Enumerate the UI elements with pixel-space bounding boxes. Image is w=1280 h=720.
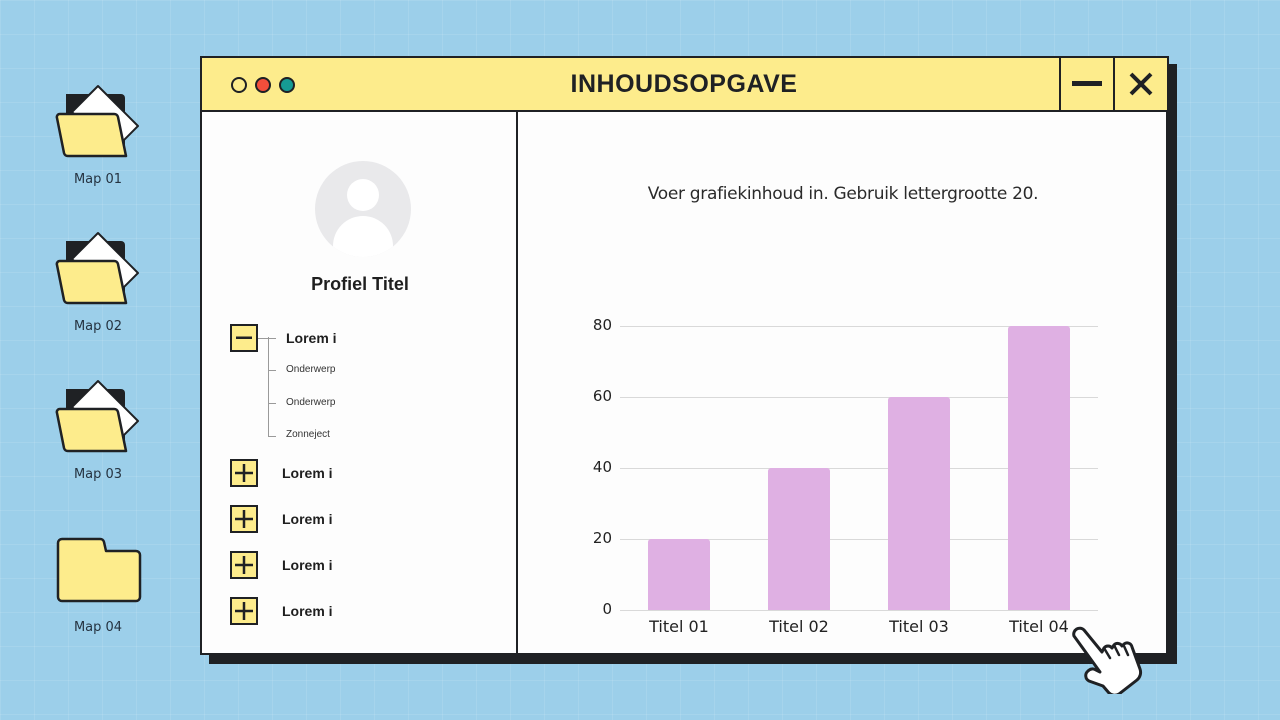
expand-toggle[interactable]	[230, 459, 258, 487]
profile-title: Profiel Titel	[311, 274, 409, 294]
folder-label: Map 02	[73, 319, 123, 334]
plus-icon	[235, 556, 253, 574]
collapse-toggle[interactable]	[230, 324, 258, 352]
bar[interactable]	[648, 539, 710, 610]
bar[interactable]	[1008, 326, 1070, 610]
gridline	[620, 468, 1098, 469]
red-dot-icon[interactable]	[255, 77, 271, 93]
tree-item-label[interactable]: Lorem i	[282, 465, 333, 481]
expand-toggle[interactable]	[230, 551, 258, 579]
gridline	[620, 610, 1098, 611]
folder-label: Map 04	[73, 620, 123, 635]
y-axis-tick: 0	[602, 600, 612, 618]
x-axis-tick: Titel 04	[1009, 617, 1069, 636]
tree-connector	[258, 338, 276, 339]
desktop-folder-map-01[interactable]: Map 01	[48, 84, 148, 187]
x-axis-tick: Titel 02	[769, 617, 829, 636]
tree-item-label[interactable]: Lorem i	[282, 557, 333, 573]
folder-label: Map 01	[73, 172, 123, 187]
minimize-button[interactable]	[1059, 56, 1115, 112]
x-axis-tick: Titel 01	[649, 617, 709, 636]
gridline	[620, 326, 1098, 327]
y-axis-tick: 60	[592, 387, 612, 405]
y-axis-tick: 40	[592, 458, 612, 476]
tree-item-label[interactable]: Lorem i	[282, 511, 333, 527]
gridline	[620, 539, 1098, 540]
expand-toggle[interactable]	[230, 505, 258, 533]
bar[interactable]	[888, 397, 950, 610]
close-button[interactable]	[1113, 56, 1169, 112]
folder-label: Map 03	[73, 467, 123, 482]
tree-connector	[268, 370, 276, 371]
window-title: INHOUDSOPGAVE	[570, 69, 798, 98]
minus-icon	[236, 336, 252, 339]
tree-item-label[interactable]: Lorem i	[286, 330, 337, 346]
minus-icon	[1072, 81, 1102, 86]
folder-icon	[56, 537, 142, 603]
y-axis-tick: 80	[592, 316, 612, 334]
plus-icon	[235, 602, 253, 620]
tree-subitem[interactable]: Zonneject	[286, 429, 330, 440]
green-dot-icon[interactable]	[279, 77, 295, 93]
tree-item-label[interactable]: Lorem i	[282, 603, 333, 619]
desktop-folder-map-03[interactable]: Map 03	[48, 379, 148, 482]
bar[interactable]	[768, 468, 830, 610]
sidebar: Profiel Titel Lorem i Onderwerp Onderwer…	[202, 112, 518, 653]
tree-subitem[interactable]: Onderwerp	[286, 397, 336, 408]
app-window: INHOUDSOPGAVE Profiel Titel Lorem i Onde…	[200, 56, 1169, 655]
plus-icon	[235, 510, 253, 528]
plus-icon	[235, 464, 253, 482]
gridline	[620, 397, 1098, 398]
avatar-body	[333, 216, 393, 257]
hand-pointer-icon	[1072, 626, 1143, 694]
open-folder-icon	[55, 85, 139, 158]
desktop-folder-map-04[interactable]: Map 04	[48, 536, 148, 635]
bar-chart: 0 20 40 60 80 Titel 01 Titel 02 Titel 03 Titel 0…	[520, 112, 1166, 653]
tree-connector	[268, 436, 276, 437]
yellow-dot-icon[interactable]	[231, 77, 247, 93]
chart-title: Voer grafiekinhoud in. Gebruik lettergro…	[647, 184, 1039, 204]
desktop-folder-map-02[interactable]: Map 02	[48, 231, 148, 334]
open-folder-icon	[55, 232, 139, 305]
avatar-head	[347, 179, 379, 211]
title-bar[interactable]: INHOUDSOPGAVE	[202, 56, 1169, 112]
close-icon	[1129, 72, 1153, 96]
tree-connector	[268, 337, 269, 437]
tree-connector	[268, 403, 276, 404]
tree-subitem[interactable]: Onderwerp	[286, 364, 336, 375]
open-folder-icon	[55, 380, 139, 453]
x-axis-tick: Titel 03	[889, 617, 949, 636]
traffic-lights	[231, 77, 295, 93]
avatar[interactable]	[315, 161, 411, 257]
chart-panel: Voer grafiekinhoud in. Gebruik lettergro…	[520, 112, 1166, 653]
expand-toggle[interactable]	[230, 597, 258, 625]
y-axis-tick: 20	[592, 529, 612, 547]
